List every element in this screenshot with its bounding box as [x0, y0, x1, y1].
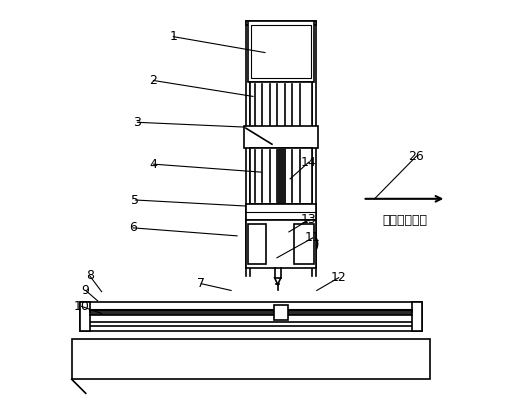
Text: 6: 6 [130, 221, 137, 234]
Text: 相对运动方向: 相对运动方向 [382, 214, 427, 227]
Text: 11: 11 [305, 231, 321, 244]
Bar [80, 302, 422, 332]
Bar [412, 302, 422, 332]
Text: 14: 14 [301, 156, 316, 168]
Text: 26: 26 [409, 149, 424, 163]
Text: 4: 4 [150, 158, 157, 170]
Bar [246, 21, 316, 25]
Bar [251, 25, 311, 78]
Text: 3: 3 [134, 116, 141, 129]
Bar [80, 302, 90, 332]
Text: 12: 12 [331, 271, 347, 284]
Bar [71, 339, 430, 379]
Bar [246, 220, 316, 268]
Text: 1: 1 [169, 30, 177, 43]
Bar [244, 126, 318, 148]
Bar [274, 305, 288, 320]
Text: 9: 9 [82, 284, 90, 297]
Bar [277, 148, 285, 204]
Text: 7: 7 [197, 277, 205, 290]
Bar [250, 82, 312, 144]
Text: 5: 5 [132, 194, 139, 206]
Text: 2: 2 [150, 74, 157, 87]
Text: 13: 13 [301, 213, 316, 226]
Bar [248, 21, 314, 82]
Bar [294, 224, 314, 264]
Text: 8: 8 [85, 269, 94, 282]
Bar [246, 204, 316, 220]
Text: 10: 10 [74, 300, 90, 313]
Bar [248, 224, 266, 264]
Bar [250, 148, 312, 204]
